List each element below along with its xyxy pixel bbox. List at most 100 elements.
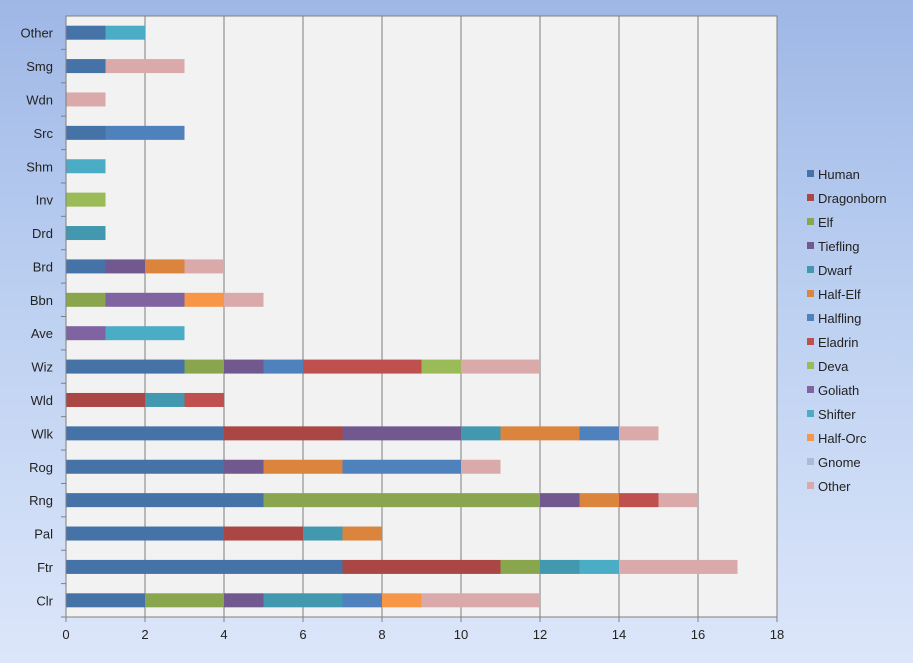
bar-segment (342, 559, 501, 574)
bar-segment (66, 426, 224, 441)
legend-swatch (807, 242, 814, 249)
legend-swatch (807, 266, 814, 273)
legend-label: Human (818, 167, 860, 182)
bar-segment (540, 559, 580, 574)
y-tick-label: Shm (26, 159, 53, 174)
bar-segment (66, 326, 106, 341)
bar-segment (66, 559, 343, 574)
bar-segment (461, 459, 501, 474)
bar-segment (66, 292, 106, 307)
bar-segment (658, 493, 698, 508)
legend-label: Dragonborn (818, 191, 887, 206)
x-tick-label: 16 (691, 627, 705, 642)
bar-segment (224, 526, 303, 541)
bar-segment (184, 292, 224, 307)
y-tick-label: Wdn (26, 92, 53, 107)
legend-swatch (807, 314, 814, 321)
bar-segment (579, 559, 619, 574)
legend-label: Tiefling (818, 239, 859, 254)
bar-segment (145, 259, 185, 274)
bar-segment (66, 593, 145, 608)
bar-segment (619, 559, 738, 574)
legend-swatch (807, 434, 814, 441)
bar-segment (66, 392, 145, 407)
bar-segment (224, 459, 264, 474)
bar-segment (619, 493, 659, 508)
bar-segment (66, 192, 106, 207)
y-tick-label: Bbn (30, 293, 53, 308)
bar-segment (224, 593, 264, 608)
bar-segment (184, 259, 224, 274)
y-tick-label: Other (20, 26, 53, 41)
legend-swatch (807, 386, 814, 393)
bar-segment (105, 259, 145, 274)
legend-label: Goliath (818, 383, 859, 398)
bar-segment (105, 25, 145, 40)
x-tick-label: 4 (220, 627, 227, 642)
bar-segment (224, 292, 264, 307)
x-tick-label: 8 (378, 627, 385, 642)
bar-segment (303, 526, 343, 541)
bar-segment (342, 459, 461, 474)
bar-segment (66, 25, 106, 40)
bar-segment (263, 359, 303, 374)
bar-segment (263, 459, 343, 474)
legend-label: Gnome (818, 455, 861, 470)
y-tick-label: Smg (26, 59, 53, 74)
bar-segment (66, 159, 106, 174)
plot-area (65, 15, 778, 618)
y-tick-label: Rng (29, 493, 53, 508)
bar-segment (421, 359, 461, 374)
y-tick-label: Clr (36, 593, 53, 608)
legend-label: Elf (818, 215, 834, 230)
legend-swatch (807, 194, 814, 201)
x-axis: 0 2 4 6 8 10 12 14 16 18 (62, 617, 784, 642)
bar-segment (461, 426, 501, 441)
bar-segment (105, 292, 185, 307)
legend-swatch (807, 170, 814, 177)
bar-segment (224, 359, 264, 374)
bar-segment (382, 593, 422, 608)
legend-swatch (807, 410, 814, 417)
x-tick-label: 2 (141, 627, 148, 642)
bar-segment (66, 359, 185, 374)
y-axis: Clr Ftr Pal Rng Rog Wlk Wld Wiz Ave Bbn Brd Drd Inv S… (20, 16, 67, 618)
y-tick-label: Pal (34, 527, 53, 542)
bar-segment (224, 426, 343, 441)
x-tick-label: 18 (770, 627, 784, 642)
bar-segment (500, 426, 580, 441)
bar-segment (263, 593, 343, 608)
bar-segment (145, 392, 185, 407)
y-tick-label: Ftr (37, 560, 54, 575)
y-tick-label: Src (34, 126, 54, 141)
grid-lines (144, 16, 778, 617)
bar-segment (66, 259, 106, 274)
x-tick-label: 12 (533, 627, 547, 642)
legend-label: Dwarf (818, 263, 852, 278)
y-tick-label: Wiz (31, 360, 53, 375)
bar-segment (342, 593, 382, 608)
legend-label: Eladrin (818, 335, 858, 350)
bar-segment (421, 593, 540, 608)
bar-segment (66, 526, 224, 541)
bar-segment (184, 392, 224, 407)
bar-segment (66, 459, 224, 474)
legend-label: Deva (818, 359, 849, 374)
bar-segment (342, 526, 382, 541)
legend-label: Half-Elf (818, 287, 861, 302)
bar-segment (263, 493, 540, 508)
x-tick-label: 6 (299, 627, 306, 642)
bar-segment (66, 92, 106, 107)
bar-segment (66, 493, 264, 508)
bar-segment (619, 426, 659, 441)
bar-segment (66, 59, 106, 74)
legend-label: Shifter (818, 407, 856, 422)
y-tick-label: Wlk (31, 426, 53, 441)
bar-segment (579, 426, 619, 441)
bar-segment (540, 493, 580, 508)
bar-segment (105, 326, 185, 341)
legend-swatch (807, 290, 814, 297)
legend-label: Half-Orc (818, 431, 867, 446)
